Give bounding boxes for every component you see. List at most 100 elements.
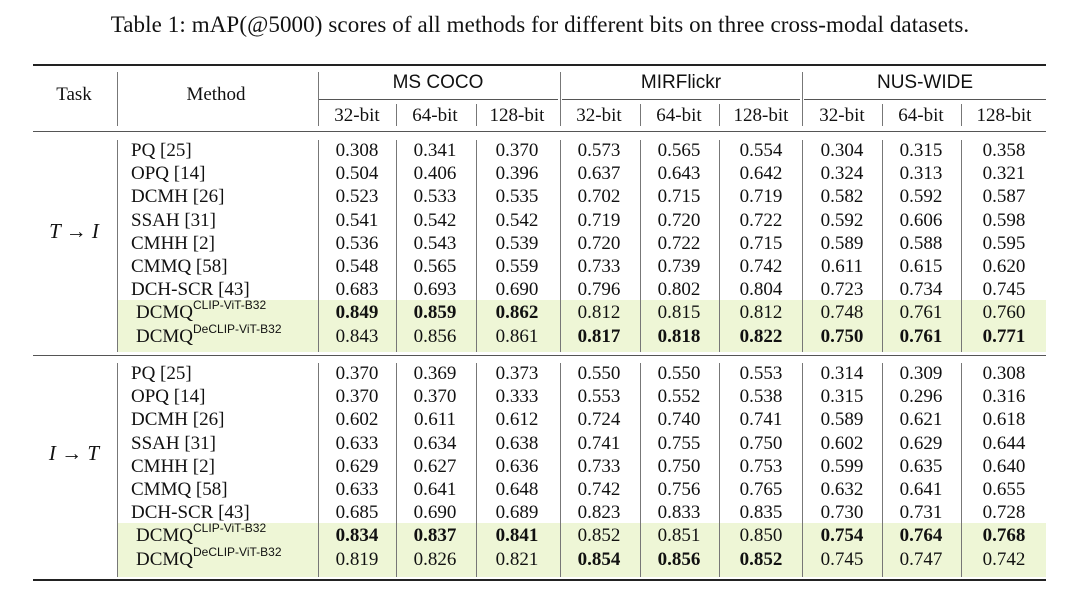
task-label-t2i: T → I — [49, 219, 99, 243]
column-separator — [117, 72, 118, 126]
score-cell: 0.742 — [739, 256, 783, 277]
score-cell: 0.553 — [577, 386, 621, 408]
table-caption: Table 1: mAP(@5000) scores of all method… — [110, 12, 970, 37]
score-cell: 0.756 — [657, 479, 701, 500]
score-cell: 0.559 — [495, 256, 539, 277]
score-cell: 0.856 — [413, 325, 457, 347]
score-cell: 0.602 — [820, 432, 864, 454]
bit-header: 64-bit — [898, 105, 944, 126]
method-name: OPQ [14] — [131, 163, 206, 185]
score-cell: 0.550 — [657, 363, 701, 384]
score-cell: 0.642 — [739, 163, 783, 185]
bit-header: 32-bit — [576, 105, 622, 126]
method-name: CMMQ [58] — [131, 256, 228, 277]
score-cell: 0.818 — [657, 325, 701, 347]
score-cell: 0.693 — [413, 279, 457, 301]
column-separator — [719, 140, 720, 352]
score-cell: 0.536 — [335, 232, 379, 254]
score-cell: 0.745 — [982, 279, 1026, 301]
score-cell: 0.370 — [335, 386, 379, 408]
method-cell: DCH-SCR [43] — [131, 502, 250, 524]
score-cell: 0.742 — [577, 479, 621, 500]
score-cell: 0.655 — [982, 479, 1026, 500]
method-name: DCH-SCR [43] — [131, 279, 250, 301]
method-name: DCMQ — [136, 302, 194, 324]
score-cell: 0.635 — [899, 455, 943, 477]
header-rule — [33, 131, 1046, 132]
column-separator — [719, 363, 720, 577]
score-cell: 0.598 — [982, 209, 1026, 231]
score-cell: 0.316 — [982, 386, 1026, 408]
score-cell: 0.373 — [495, 363, 539, 384]
top-rule — [33, 64, 1046, 66]
score-cell: 0.733 — [577, 455, 621, 477]
score-cell: 0.715 — [657, 186, 701, 208]
score-cell: 0.633 — [335, 479, 379, 500]
score-cell: 0.702 — [577, 186, 621, 208]
column-separator — [640, 363, 641, 577]
score-cell: 0.822 — [739, 325, 783, 347]
score-cell: 0.308 — [335, 140, 379, 161]
score-cell: 0.812 — [739, 302, 783, 324]
score-cell: 0.690 — [495, 279, 539, 301]
score-cell: 0.620 — [982, 256, 1026, 277]
method-cell: OPQ [14] — [131, 163, 205, 185]
score-cell: 0.720 — [577, 232, 621, 254]
method-name: SSAH [31] — [131, 209, 216, 231]
method-cell: DCMQDeCLIP-ViT-B32 — [136, 546, 282, 571]
score-cell: 0.641 — [413, 479, 457, 500]
score-cell: 0.589 — [820, 409, 864, 431]
column-separator — [882, 140, 883, 352]
method-cell: CMHH [2] — [131, 456, 215, 478]
score-cell: 0.358 — [982, 140, 1026, 161]
method-name: DCH-SCR [43] — [131, 502, 250, 524]
score-cell: 0.321 — [982, 163, 1026, 185]
score-cell: 0.719 — [577, 209, 621, 231]
score-cell: 0.745 — [820, 548, 864, 570]
score-cell: 0.771 — [982, 325, 1026, 347]
nuswide-subrule — [804, 99, 1046, 100]
column-separator — [640, 104, 641, 126]
method-name: CMHH [2] — [131, 455, 215, 477]
score-cell: 0.819 — [335, 548, 379, 570]
dataset-header-nuswide: NUS-WIDE — [876, 72, 974, 93]
column-separator — [882, 363, 883, 577]
score-cell: 0.396 — [495, 163, 539, 185]
score-cell: 0.634 — [413, 432, 457, 454]
score-cell: 0.640 — [982, 455, 1026, 477]
score-cell: 0.765 — [739, 479, 783, 500]
score-cell: 0.541 — [335, 209, 379, 231]
score-cell: 0.315 — [899, 140, 943, 161]
score-cell: 0.533 — [413, 186, 457, 208]
column-separator — [802, 72, 803, 126]
score-cell: 0.504 — [335, 163, 379, 185]
bit-header: 64-bit — [656, 105, 702, 126]
column-separator — [396, 104, 397, 126]
score-cell: 0.748 — [820, 302, 864, 324]
score-cell: 0.629 — [335, 455, 379, 477]
method-name: DCMQ — [136, 548, 194, 570]
column-separator — [802, 363, 803, 577]
score-cell: 0.849 — [335, 302, 379, 324]
method-backbone-sup: DeCLIP-ViT-B32 — [193, 321, 282, 336]
dataset-header-mirflickr: MIRFlickr — [640, 72, 722, 93]
score-cell: 0.804 — [739, 279, 783, 301]
column-separator — [476, 104, 477, 126]
column-separator — [560, 140, 561, 352]
score-cell: 0.333 — [495, 386, 539, 408]
score-cell: 0.592 — [820, 209, 864, 231]
score-cell: 0.826 — [413, 548, 457, 570]
score-cell: 0.588 — [899, 232, 943, 254]
score-cell: 0.296 — [899, 386, 943, 408]
method-cell: CMHH [2] — [131, 233, 215, 255]
score-cell: 0.730 — [820, 502, 864, 524]
column-separator — [476, 140, 477, 352]
score-cell: 0.552 — [657, 386, 701, 408]
score-cell: 0.539 — [495, 232, 539, 254]
score-cell: 0.592 — [899, 186, 943, 208]
column-separator — [476, 363, 477, 577]
score-cell: 0.309 — [899, 363, 943, 384]
score-cell: 0.612 — [495, 409, 539, 431]
column-separator — [802, 140, 803, 352]
score-cell: 0.629 — [899, 432, 943, 454]
